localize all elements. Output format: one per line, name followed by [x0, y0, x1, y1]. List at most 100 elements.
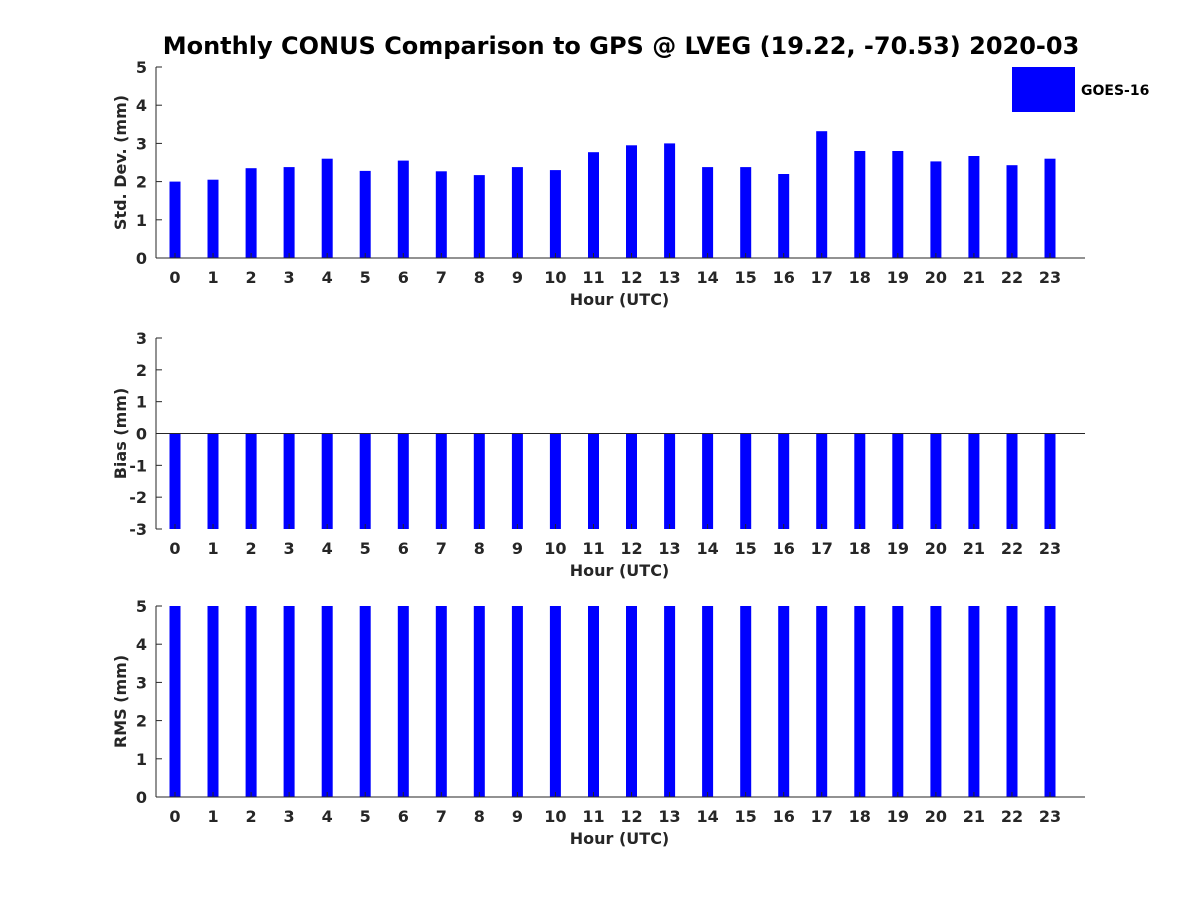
bar-std_dev-7 — [435, 171, 447, 258]
std_dev-x-tick-label: 23 — [1039, 268, 1061, 287]
bar-std_dev-18 — [854, 151, 866, 258]
bias-x-tick-label: 0 — [169, 539, 180, 558]
bar-std_dev-22 — [1006, 165, 1018, 258]
rms-x-tick-label: 12 — [620, 807, 642, 826]
rms-x-tick-label: 2 — [246, 807, 257, 826]
rms-x-tick-label: 9 — [512, 807, 523, 826]
rms-x-tick-label: 3 — [284, 807, 295, 826]
bar-bias-13 — [664, 433, 676, 529]
bar-std_dev-14 — [702, 167, 714, 258]
rms-x-tick-label: 13 — [658, 807, 680, 826]
rms-x-tick-label: 10 — [544, 807, 566, 826]
bar-rms-0 — [169, 606, 181, 797]
bias-x-tick-label: 11 — [582, 539, 604, 558]
bar-rms-17 — [816, 606, 828, 797]
bar-bias-14 — [702, 433, 714, 529]
bias-x-tick-label: 1 — [207, 539, 218, 558]
bar-bias-12 — [626, 433, 637, 529]
bar-bias-19 — [892, 433, 904, 529]
std_dev-x-tick-label: 15 — [735, 268, 757, 287]
bar-rms-5 — [359, 606, 371, 797]
bar-bias-5 — [359, 433, 371, 529]
bias-x-tick-label: 14 — [696, 539, 718, 558]
std_dev-x-tick-label: 18 — [849, 268, 871, 287]
bias-x-tick-label: 13 — [658, 539, 680, 558]
rms-y-tick-label: 0 — [136, 788, 147, 807]
bar-std_dev-6 — [397, 160, 409, 258]
rms-x-tick-label: 5 — [360, 807, 371, 826]
bar-bias-22 — [1006, 433, 1018, 529]
bar-rms-3 — [283, 606, 295, 797]
bar-bias-4 — [321, 433, 333, 529]
bias-y-tick-label: -1 — [129, 456, 147, 475]
bias-x-tick-label: 9 — [512, 539, 523, 558]
bias-x-tick-label: 6 — [398, 539, 409, 558]
bar-bias-1 — [207, 433, 219, 529]
bar-std_dev-15 — [740, 167, 752, 258]
bias-x-tick-label: 23 — [1039, 539, 1061, 558]
bar-rms-2 — [245, 606, 257, 797]
std_dev-x-tick-label: 9 — [512, 268, 523, 287]
bar-std_dev-4 — [321, 158, 333, 258]
std_dev-x-tick-label: 10 — [544, 268, 566, 287]
bar-std_dev-8 — [473, 175, 485, 258]
bias-x-tick-label: 4 — [322, 539, 333, 558]
bias-x-tick-label: 22 — [1001, 539, 1023, 558]
std_dev-y-tick-label: 3 — [136, 134, 147, 153]
std_dev-y-tick-label: 0 — [136, 249, 147, 268]
rms-x-tick-label: 8 — [474, 807, 485, 826]
std_dev-x-tick-label: 0 — [169, 268, 180, 287]
std_dev-y-tick-label: 1 — [136, 211, 147, 230]
rms-x-tick-label: 6 — [398, 807, 409, 826]
bar-std_dev-17 — [816, 131, 828, 258]
bias-x-tick-label: 16 — [773, 539, 795, 558]
rms-x-tick-label: 20 — [925, 807, 947, 826]
rms-x-tick-label: 15 — [735, 807, 757, 826]
bar-rms-13 — [664, 606, 676, 797]
bar-bias-16 — [778, 433, 790, 529]
bias-x-tick-label: 5 — [360, 539, 371, 558]
std_dev-x-tick-label: 22 — [1001, 268, 1023, 287]
std_dev-y-tick-label: 5 — [136, 58, 147, 77]
std_dev-x-axis-label: Hour (UTC) — [570, 290, 670, 309]
bias-y-tick-label: 3 — [136, 329, 147, 348]
bias-y-tick-label: 2 — [136, 361, 147, 380]
std_dev-x-tick-label: 8 — [474, 268, 485, 287]
std_dev-x-tick-label: 17 — [811, 268, 833, 287]
rms-y-tick-label: 1 — [136, 750, 147, 769]
bar-bias-21 — [968, 433, 980, 529]
bar-std_dev-9 — [511, 167, 523, 258]
bar-rms-6 — [397, 606, 409, 797]
rms-x-tick-label: 17 — [811, 807, 833, 826]
legend-label: GOES-16 — [1081, 83, 1149, 99]
bias-x-tick-label: 21 — [963, 539, 985, 558]
rms-x-tick-label: 21 — [963, 807, 985, 826]
bar-std_dev-0 — [169, 181, 181, 258]
bar-rms-14 — [702, 606, 714, 797]
std_dev-y-tick-label: 2 — [136, 173, 147, 192]
std_dev-y-tick-label: 4 — [136, 96, 147, 115]
bar-rms-9 — [511, 606, 523, 797]
bar-bias-18 — [854, 433, 866, 529]
bar-std_dev-5 — [359, 170, 371, 258]
std_dev-x-tick-label: 12 — [620, 268, 642, 287]
rms-x-tick-label: 7 — [436, 807, 447, 826]
bar-bias-10 — [549, 433, 561, 529]
rms-x-tick-label: 22 — [1001, 807, 1023, 826]
bias-x-tick-label: 10 — [544, 539, 566, 558]
bar-bias-11 — [588, 433, 599, 529]
bar-rms-21 — [968, 606, 980, 797]
bar-std_dev-20 — [930, 161, 942, 258]
rms-x-tick-label: 19 — [887, 807, 909, 826]
rms-y-tick-label: 5 — [136, 597, 147, 616]
std_dev-x-tick-label: 11 — [582, 268, 604, 287]
rms-x-tick-label: 16 — [773, 807, 795, 826]
bar-std_dev-3 — [283, 167, 295, 258]
std_dev-x-tick-label: 5 — [360, 268, 371, 287]
bar-std_dev-23 — [1044, 158, 1056, 258]
bar-rms-1 — [207, 606, 219, 797]
std_dev-x-tick-label: 1 — [207, 268, 218, 287]
